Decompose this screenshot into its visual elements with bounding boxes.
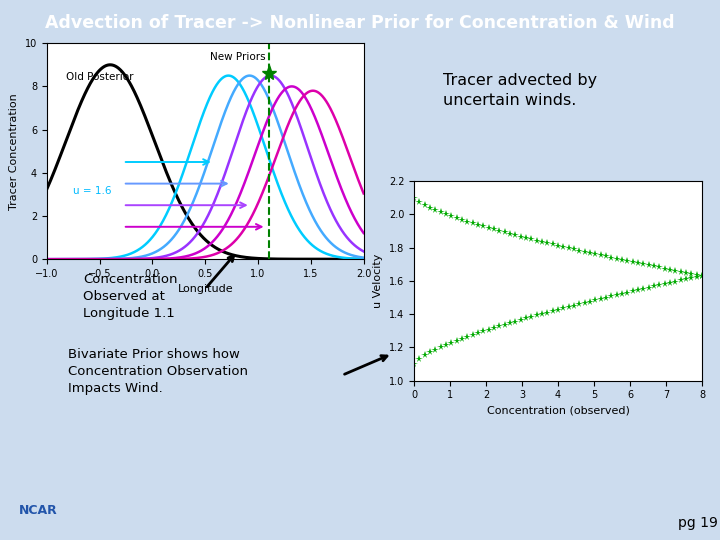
Y-axis label: Tracer Concentration: Tracer Concentration <box>9 93 19 210</box>
Text: New Priors: New Priors <box>210 52 266 63</box>
Text: u = 1.6: u = 1.6 <box>73 186 112 197</box>
Text: Concentration
Observed at
Longitude 1.1: Concentration Observed at Longitude 1.1 <box>83 273 177 320</box>
Text: NCAR: NCAR <box>19 504 58 517</box>
Text: Old Posterior: Old Posterior <box>66 72 133 82</box>
Text: Tracer advected by
uncertain winds.: Tracer advected by uncertain winds. <box>443 73 597 107</box>
X-axis label: Longitude: Longitude <box>177 285 233 294</box>
X-axis label: Concentration (observed): Concentration (observed) <box>487 406 629 416</box>
Text: Advection of Tracer -> Nonlinear Prior for Concentration & Wind: Advection of Tracer -> Nonlinear Prior f… <box>45 14 675 32</box>
Text: pg 19: pg 19 <box>678 516 718 530</box>
Text: Bivariate Prior shows how
Concentration Observation
Impacts Wind.: Bivariate Prior shows how Concentration … <box>68 348 248 395</box>
Y-axis label: u Velocity: u Velocity <box>373 254 383 308</box>
